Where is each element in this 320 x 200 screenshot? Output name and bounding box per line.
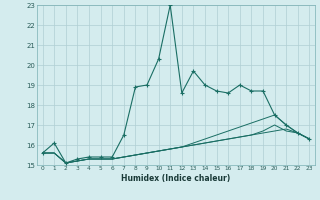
X-axis label: Humidex (Indice chaleur): Humidex (Indice chaleur) (121, 174, 231, 183)
